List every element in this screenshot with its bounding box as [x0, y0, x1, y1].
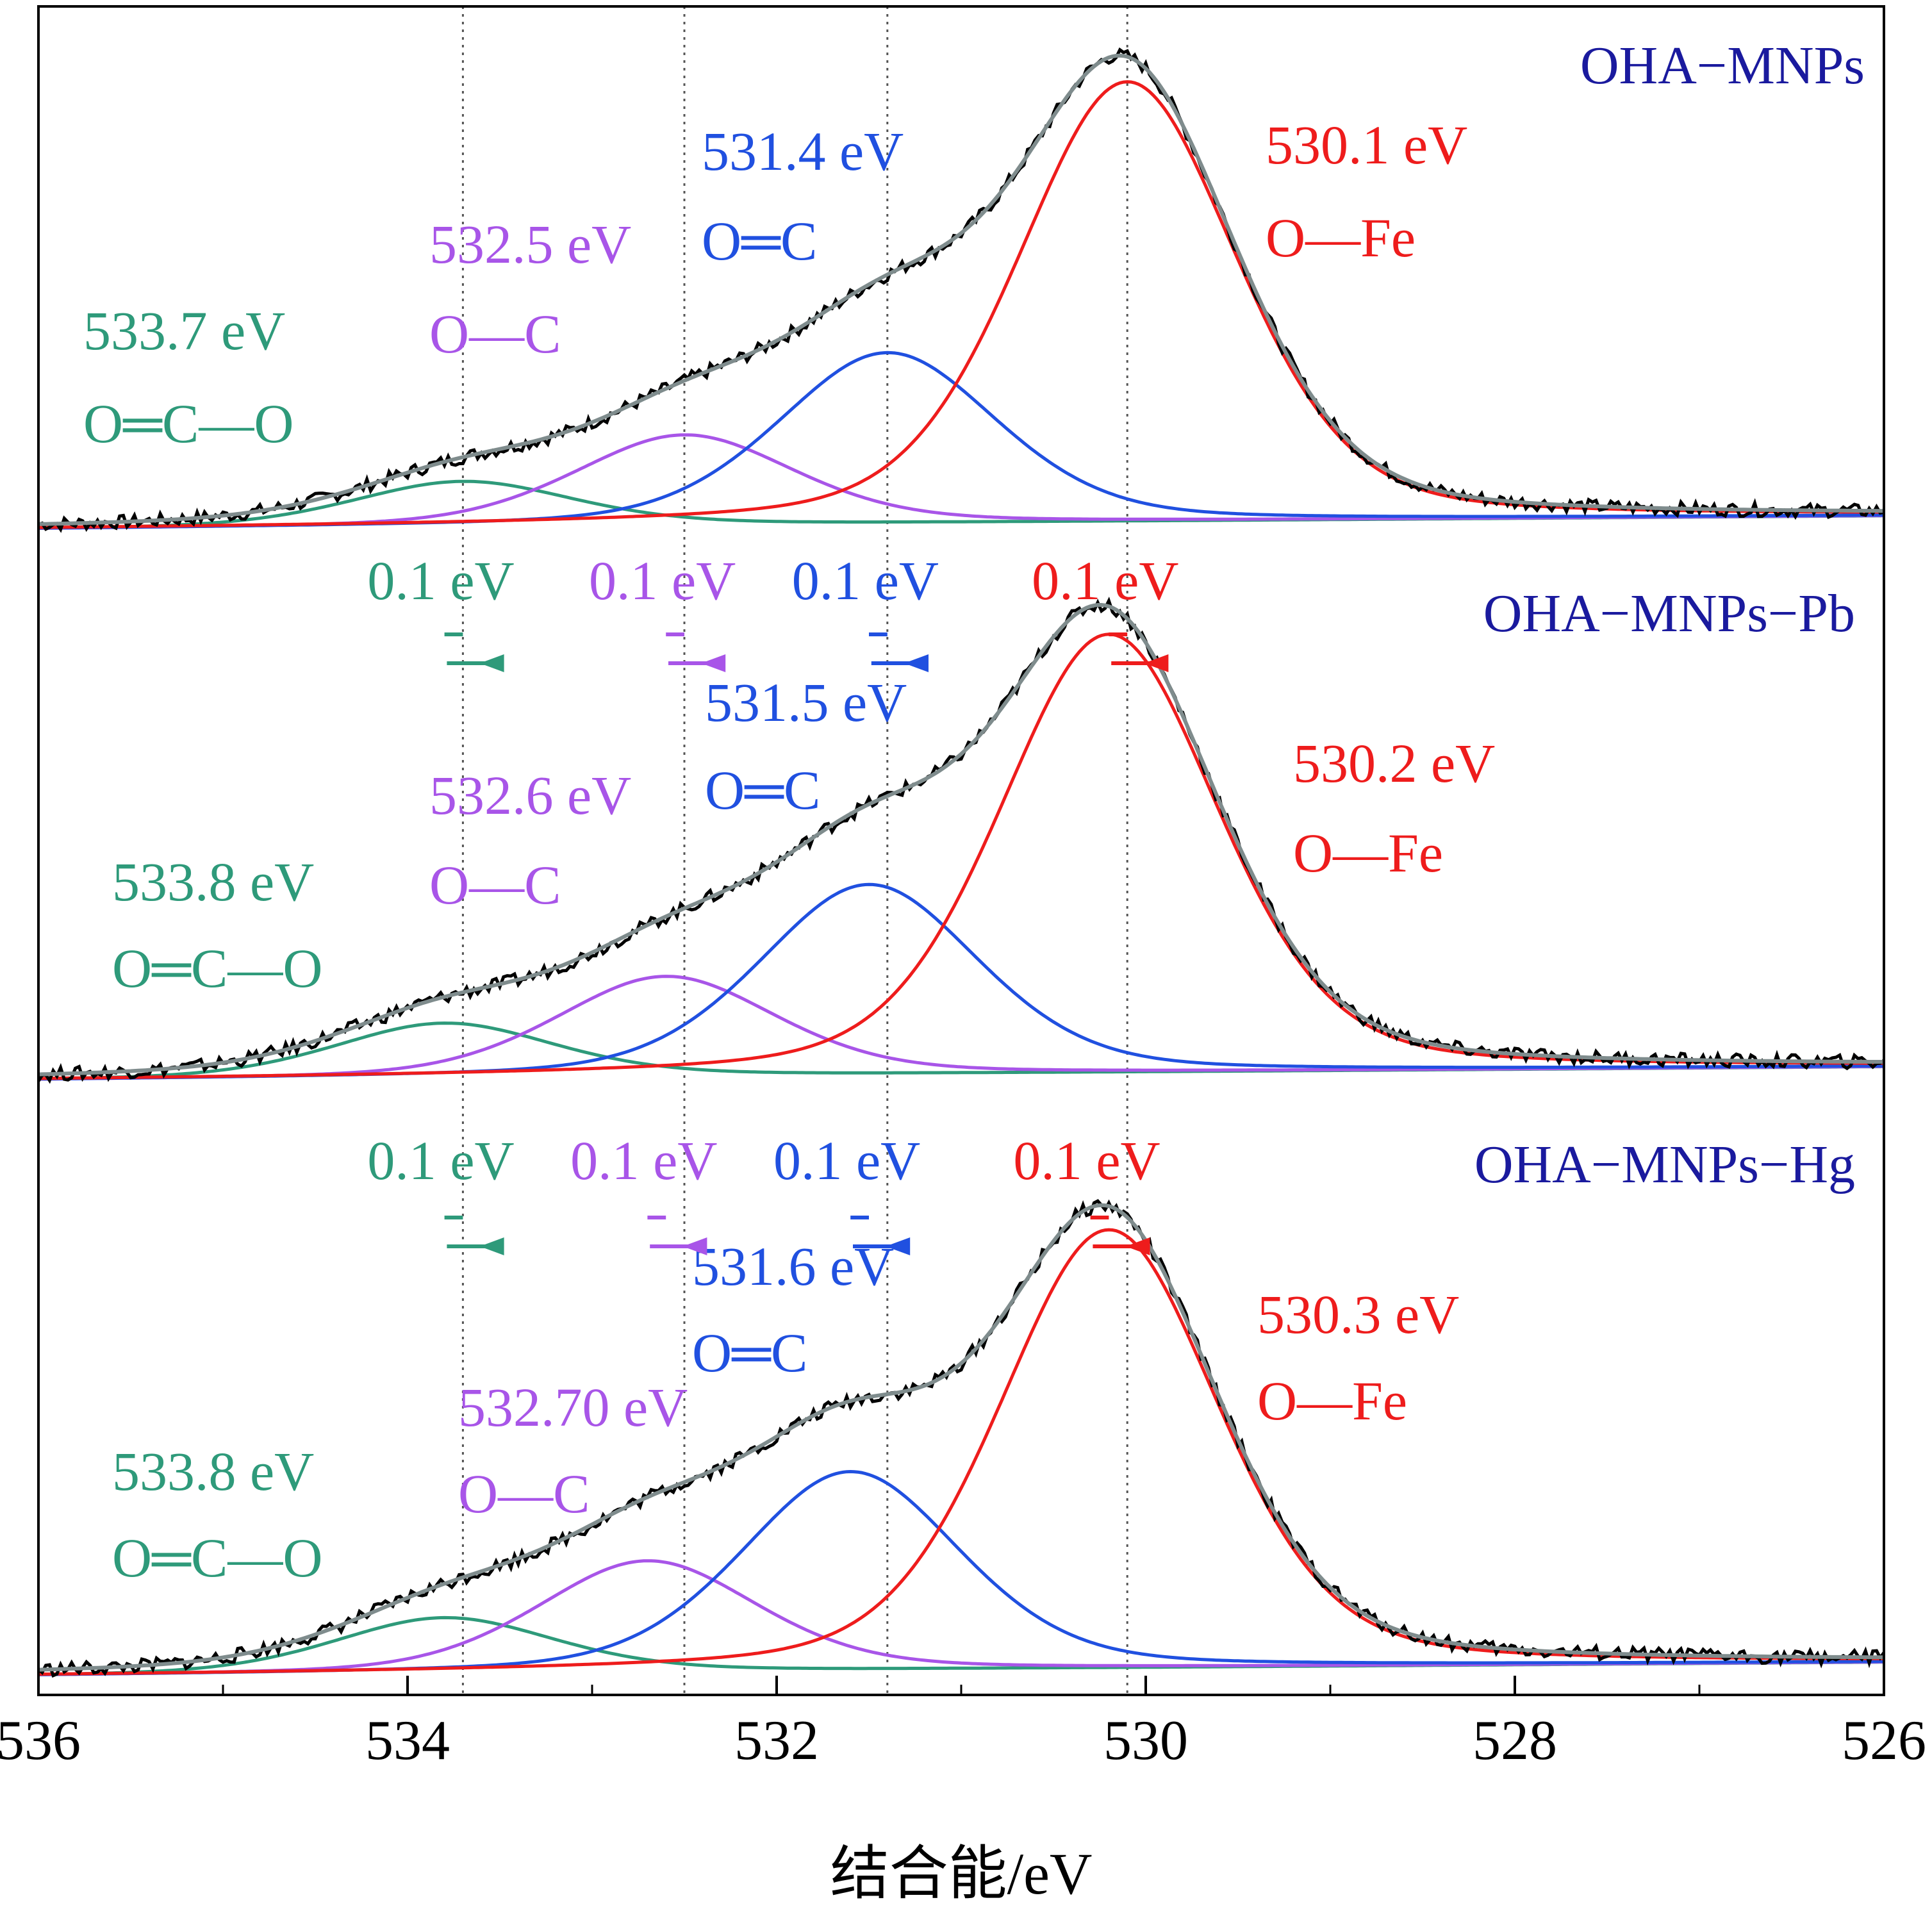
component-curve-3 — [38, 1228, 1885, 1676]
panel-0 — [38, 47, 1885, 533]
plot-border — [37, 5, 1885, 1696]
envelope-fit — [38, 1203, 1885, 1672]
bond-label: O═C — [702, 210, 817, 272]
spectra-panels — [37, 47, 1886, 1678]
bond-label: O═C — [705, 759, 820, 821]
bond-label: O—C — [458, 1463, 590, 1524]
peak-energy-label: 532.70 eV — [458, 1376, 688, 1438]
bond-label: O—C — [429, 854, 561, 916]
x-axis: 536 534 532 530 528 526 结合能/eV — [0, 1676, 1926, 1906]
x-tick-label: 528 — [1473, 1710, 1557, 1772]
x-tick-label: 530 — [1103, 1710, 1188, 1772]
plot-frame — [37, 5, 1885, 1696]
shift-arrow-head — [682, 1237, 707, 1255]
panel-2 — [37, 1199, 1886, 1678]
shift-arrow-head — [479, 654, 504, 672]
component-curve-3 — [38, 632, 1884, 1080]
peak-energy-label: 531.5 eV — [705, 672, 907, 733]
sample-label: OHA−MNPs — [1580, 36, 1865, 95]
peak-energy-label: 532.6 eV — [429, 764, 631, 826]
x-tick-label: 526 — [1842, 1710, 1926, 1772]
bond-label: O═C—O — [112, 1527, 323, 1589]
bond-label: O—Fe — [1293, 822, 1443, 884]
shift-arrow-head — [479, 1237, 504, 1255]
component-curve-0 — [38, 1021, 1885, 1080]
peak-energy-label: 530.3 eV — [1257, 1284, 1459, 1345]
x-tick-label: 532 — [734, 1710, 819, 1772]
x-axis-label: 结合能/eV — [830, 1841, 1093, 1906]
component-curve-0 — [38, 1615, 1884, 1676]
x-tick-label: 534 — [365, 1710, 450, 1772]
component-curve-3 — [38, 80, 1884, 529]
bond-label: O—C — [429, 303, 561, 365]
shift-label: 0.1 eV — [792, 550, 939, 611]
peak-energy-label: 530.2 eV — [1293, 732, 1495, 794]
peak-energy-label: 533.8 eV — [112, 851, 314, 913]
sample-label: OHA−MNPs−Pb — [1483, 584, 1855, 643]
bond-label: O═C — [692, 1322, 807, 1383]
bond-label: O═C—O — [112, 937, 323, 999]
component-curve-1 — [38, 433, 1885, 530]
envelope-fit — [38, 603, 1885, 1077]
shift-label: 0.1 eV — [589, 550, 736, 611]
bond-label: O—Fe — [1257, 1370, 1407, 1432]
shift-label: 0.1 eV — [367, 1130, 514, 1191]
x-tick-label: 536 — [0, 1710, 81, 1772]
shift-arrow-head — [1144, 654, 1169, 672]
peak-energy-label: 530.1 eV — [1266, 114, 1467, 176]
peak-energy-label: 533.8 eV — [112, 1441, 314, 1502]
shift-label: 0.1 eV — [1013, 1130, 1160, 1191]
raw-spectrum — [37, 597, 1885, 1084]
peak-energy-label: 533.7 eV — [83, 300, 285, 361]
shift-arrow-head — [701, 654, 726, 672]
peak-energy-label: 531.4 eV — [702, 120, 904, 182]
shift-arrow-head — [886, 1237, 911, 1255]
bond-label: O═C—O — [83, 393, 294, 454]
panel-1 — [37, 597, 1885, 1084]
annotations: OHA−MNPs 533.7 eV O═C—O 532.5 eV O—C 531.4 eV… — [83, 36, 1865, 1589]
shift-label: 0.1 eV — [570, 1130, 717, 1191]
shift-arrow-head — [1125, 1237, 1150, 1255]
raw-spectrum — [37, 1199, 1886, 1678]
peak-energy-label: 532.5 eV — [429, 213, 631, 275]
shift-label: 0.1 eV — [1032, 550, 1178, 611]
shift-label: 0.1 eV — [367, 550, 514, 611]
raw-spectrum — [38, 47, 1885, 533]
envelope-fit — [38, 53, 1884, 526]
shift-arrow-head — [904, 654, 929, 672]
shift-label: 0.1 eV — [773, 1130, 920, 1191]
bond-label: O—Fe — [1266, 207, 1416, 268]
sample-label: OHA−MNPs−Hg — [1474, 1135, 1855, 1194]
